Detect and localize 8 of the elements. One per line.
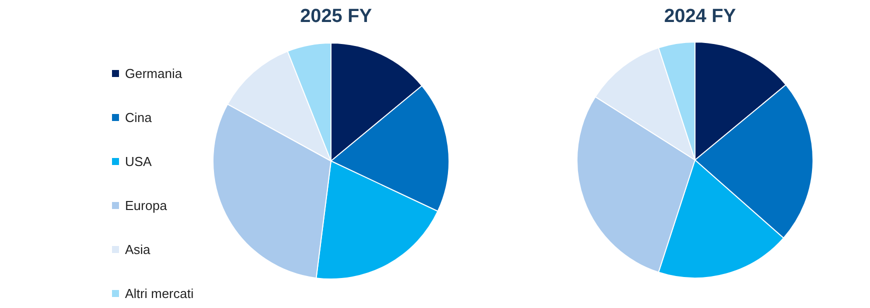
legend-label: Asia (125, 242, 152, 257)
chart-title: 2025 FY (300, 6, 372, 27)
legend-label: USA (125, 154, 152, 169)
legend-label: Altri mercati (125, 286, 194, 301)
chart-title: 2024 FY (664, 6, 736, 27)
legend-label: Germania (125, 66, 183, 81)
legend-label: Cina (125, 110, 153, 125)
legend-label: Europa (125, 198, 168, 213)
